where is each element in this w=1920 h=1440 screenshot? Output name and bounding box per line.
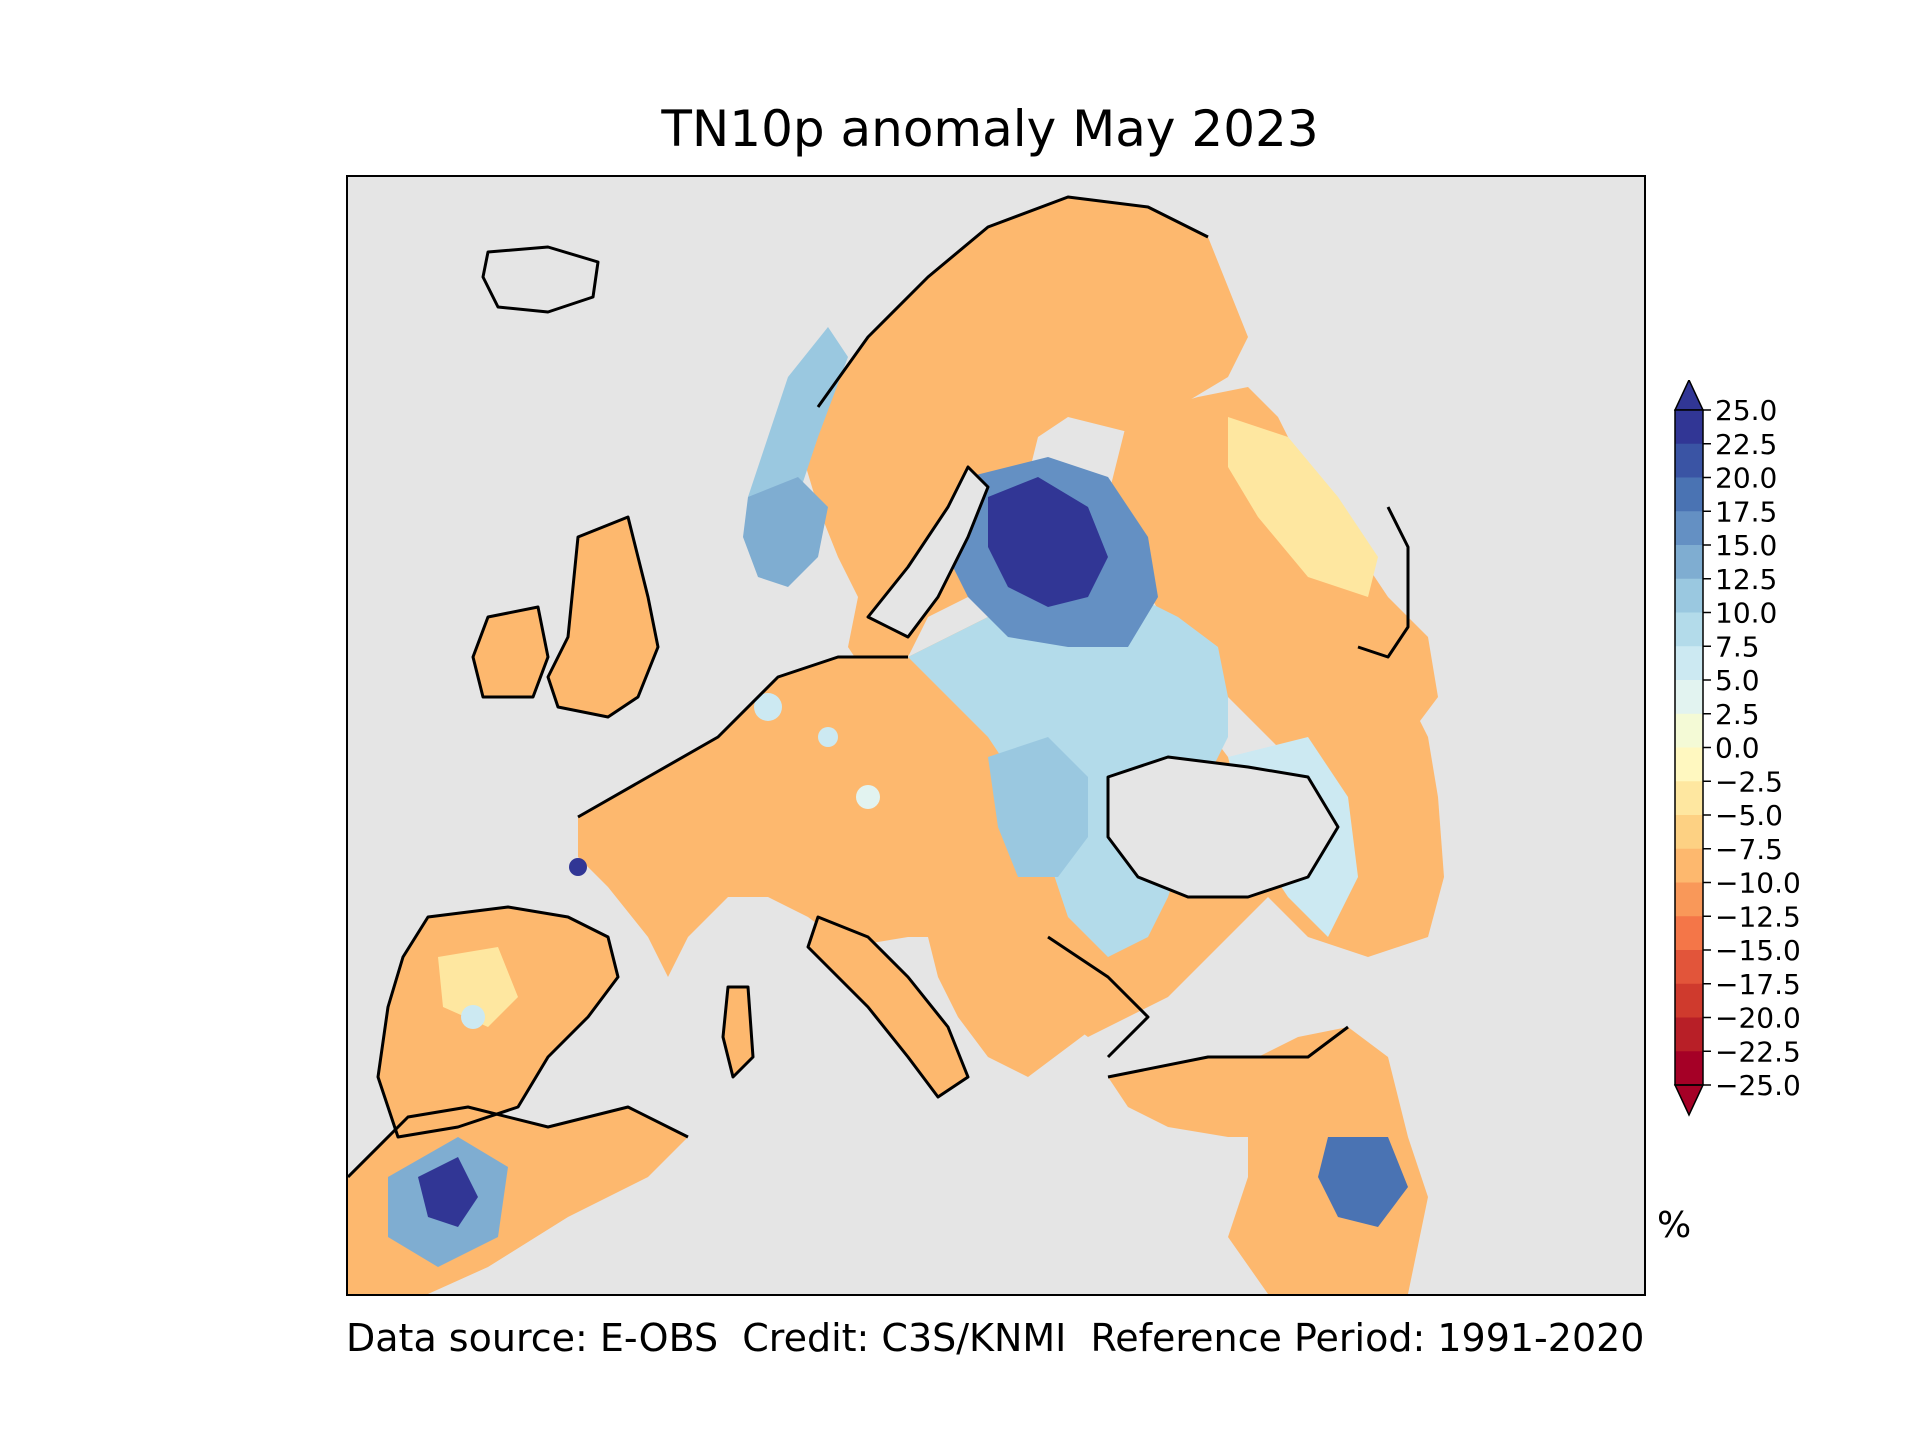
colorbar-tick-label: 12.5 xyxy=(1715,563,1777,596)
colorbar-tick-label: −17.5 xyxy=(1715,968,1801,1001)
colorbar-swatch xyxy=(1675,815,1703,850)
colorbar-swatch xyxy=(1675,410,1703,445)
region-russia-west xyxy=(1108,387,1438,767)
colorbar-tick-label: −7.5 xyxy=(1715,833,1783,866)
colorbar-swatch xyxy=(1675,1051,1703,1086)
anomaly-spot xyxy=(856,785,880,809)
colorbar-tick-label: 22.5 xyxy=(1715,428,1777,461)
anomaly-spot xyxy=(754,693,782,721)
colorbar-swatch xyxy=(1675,545,1703,580)
colorbar-tick-label: −15.0 xyxy=(1715,934,1801,967)
europe-map xyxy=(348,195,1444,1294)
anomaly-ukraine-blue xyxy=(988,737,1088,877)
colorbar-unit: % xyxy=(1657,1205,1692,1246)
colorbar-tick-label: 15.0 xyxy=(1715,529,1777,562)
region-balkans xyxy=(928,927,1108,1077)
colorbar-extend-min xyxy=(1673,1084,1705,1117)
colorbar-tick-label: 5.0 xyxy=(1715,664,1760,697)
region-iceland xyxy=(483,247,598,312)
colorbar-swatch xyxy=(1675,443,1703,478)
colorbar-swatch xyxy=(1675,747,1703,782)
anomaly-spain-pale xyxy=(438,947,518,1027)
map-panel xyxy=(346,175,1646,1296)
region-ireland xyxy=(473,607,548,697)
anomaly-spot xyxy=(569,858,587,876)
colorbar-tick-label: −5.0 xyxy=(1715,799,1783,832)
region-sardinia xyxy=(723,987,753,1077)
region-italy xyxy=(808,917,968,1097)
colorbar-extend-max xyxy=(1673,378,1705,411)
colorbar: 25.0 22.5 20.0 17.5 15.0 12.5 10.0 7.5 5.0 2.5 0.0… xyxy=(1655,378,1855,1120)
colorbar-tick-label: 20.0 xyxy=(1715,462,1777,495)
colorbar-tick-label: 7.5 xyxy=(1715,630,1760,663)
colorbar-swatch xyxy=(1675,781,1703,816)
anomaly-russia-pale xyxy=(1228,417,1378,597)
colorbar-swatch xyxy=(1675,612,1703,647)
colorbar-tick-label: −22.5 xyxy=(1715,1035,1801,1068)
anomaly-morocco-core xyxy=(418,1157,478,1227)
colorbar-tick-label: −12.5 xyxy=(1715,900,1801,933)
colorbar-swatch xyxy=(1675,848,1703,883)
colorbar-tick-label: −20.0 xyxy=(1715,1002,1801,1035)
colorbar-graphic: 25.022.520.017.515.012.510.07.55.02.50.0… xyxy=(1673,378,1801,1117)
coastlines xyxy=(348,195,1410,1179)
colorbar-tick-label: 25.0 xyxy=(1715,394,1777,427)
colorbar-swatch xyxy=(1675,713,1703,748)
colorbar-swatch xyxy=(1675,1017,1703,1052)
anomaly-navy-core xyxy=(988,477,1108,607)
colorbar-tick-label: −25.0 xyxy=(1715,1069,1801,1102)
colorbar-swatch xyxy=(1675,950,1703,985)
colorbar-swatch xyxy=(1675,477,1703,512)
colorbar-swatch xyxy=(1675,578,1703,613)
colorbar-swatch xyxy=(1675,916,1703,951)
colorbar-swatch xyxy=(1675,983,1703,1018)
colorbar-swatch xyxy=(1675,882,1703,917)
colorbar-tick-label: 0.0 xyxy=(1715,732,1760,765)
colorbar-tick-label: −2.5 xyxy=(1715,765,1783,798)
map-title: TN10p anomaly May 2023 xyxy=(661,100,1319,158)
colorbar-swatch xyxy=(1675,680,1703,715)
colorbar-tick-label: 2.5 xyxy=(1715,698,1760,731)
anomaly-norway-coast xyxy=(748,327,848,527)
colorbar-tick-label: 17.5 xyxy=(1715,495,1777,528)
anomaly-spot xyxy=(818,727,838,747)
region-iberia xyxy=(378,907,618,1137)
colorbar-tick-label: 10.0 xyxy=(1715,597,1777,630)
colorbar-tick-label: −10.0 xyxy=(1715,867,1801,900)
anomaly-norway-south xyxy=(743,477,828,587)
data-source-footer: Data source: E-OBS Credit: C3S/KNMI Refe… xyxy=(346,1316,1645,1360)
anomaly-spot xyxy=(461,1005,485,1029)
anomaly-levant xyxy=(1318,1137,1408,1227)
colorbar-swatch xyxy=(1675,646,1703,681)
colorbar-swatch xyxy=(1675,511,1703,546)
